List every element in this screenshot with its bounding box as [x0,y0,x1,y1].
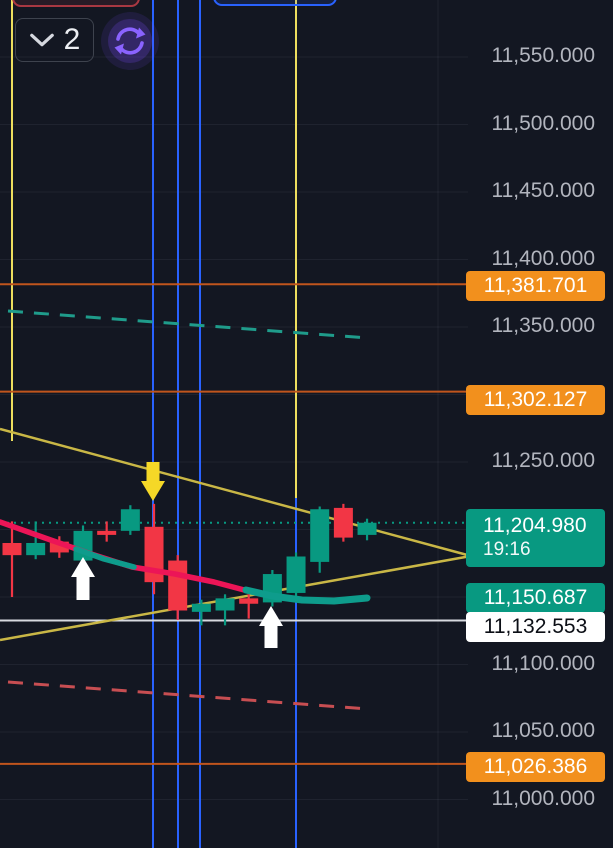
candle-body [333,507,353,538]
dashed-projection-line[interactable] [7,309,369,340]
interval-dropdown-button[interactable]: 2 [15,18,94,62]
price-axis-label: 11,000.000 [491,786,595,810]
candle-body [168,560,188,611]
price-axis-label: 11,550.000 [491,44,595,67]
sync-button[interactable] [101,12,159,70]
bar-countdown-timer: 19:16 [483,539,531,560]
chevron-down-icon [29,33,54,47]
top-left-fragment-button[interactable] [12,0,140,7]
price-axis-label: 11,500.000 [491,111,595,135]
sync-icon [114,27,146,55]
price-axis[interactable]: 11,550.000 11,500.000 11,450.000 11,400.000… [438,0,613,848]
trendline[interactable] [0,554,472,642]
candle-body [97,530,117,535]
candle-body [215,598,235,611]
candle-body [2,543,22,556]
price-badge: 11,150.687 [466,583,605,613]
candle-body [26,543,46,556]
price-axis-label: 11,100.000 [491,651,595,675]
price-badge: 11,302.127 [466,385,605,415]
ma-line-teal-segment [73,546,137,570]
trendline[interactable] [0,427,472,558]
candle-body [49,541,69,553]
ma-line-pink [0,519,251,594]
arrow-up-marker[interactable] [71,557,95,600]
price-axis-label: 11,250.000 [491,449,595,472]
price-axis-label: 11,050.000 [491,719,595,742]
candle-body [357,522,377,535]
candle-body [239,598,259,604]
arrow-down-marker[interactable] [141,462,165,501]
price-axis-label: 11,350.000 [491,314,595,337]
price-axis-label: 11,400.000 [491,246,595,270]
candle-body [191,603,211,612]
price-badge: 11,026.386 [466,752,605,782]
current-price-badge: 11,204.980 19:16 [466,509,605,567]
arrow-up-marker[interactable] [259,606,283,648]
candle-body [120,509,140,531]
candle-body [310,509,330,562]
price-axis-label: 11,450.000 [491,179,595,202]
interval-value: 2 [63,23,81,56]
current-price-value: 11,204.980 [483,514,587,537]
ma-line-teal-curve [242,586,371,605]
top-right-fragment-button[interactable] [213,0,337,6]
price-badge: 11,381.701 [466,271,605,301]
dashed-projection-line[interactable] [7,680,369,711]
sync-icon-glow [108,19,152,63]
candle-body [286,556,306,593]
price-badge: 11,132.553 [466,612,605,642]
